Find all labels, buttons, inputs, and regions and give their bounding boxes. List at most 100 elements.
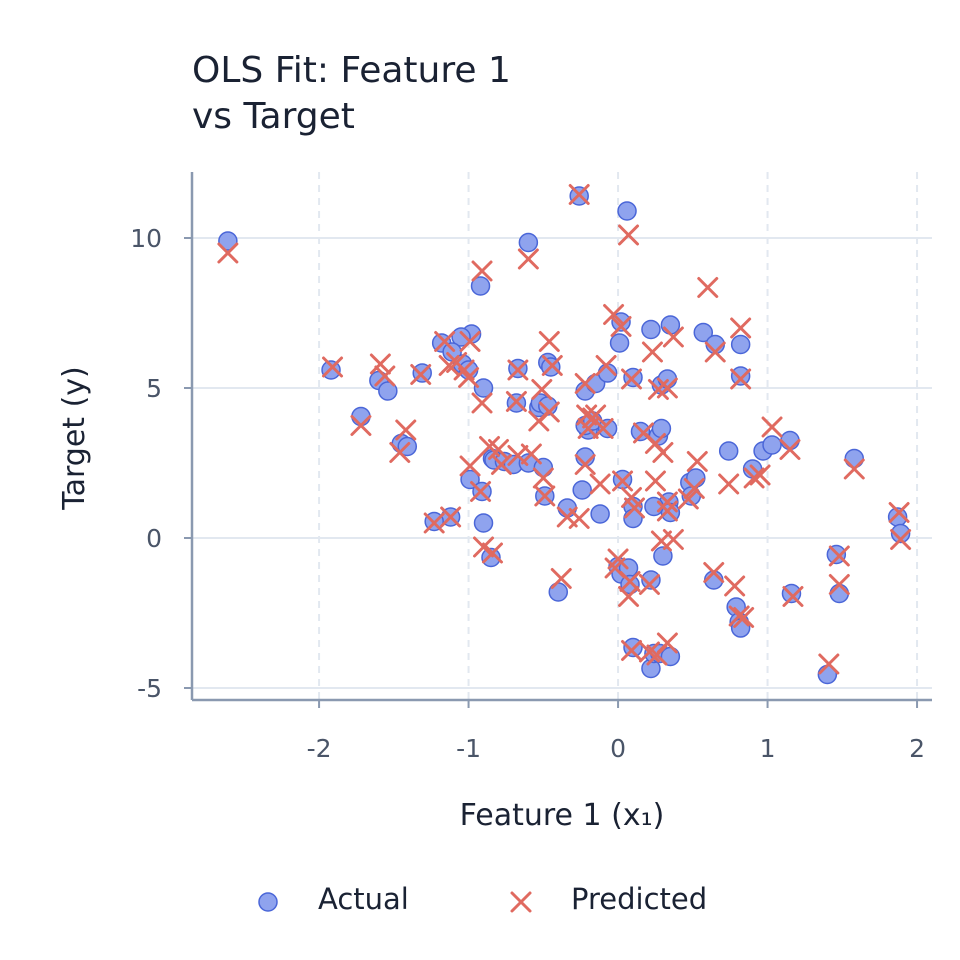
predicted-point-stroke bbox=[532, 467, 554, 489]
predicted-point-stroke bbox=[638, 641, 660, 663]
predicted-point-stroke bbox=[440, 506, 462, 528]
predicted-point-stroke bbox=[538, 401, 560, 423]
predicted-point-stroke bbox=[322, 356, 344, 378]
predicted-point-stroke bbox=[652, 442, 674, 463]
predicted-point bbox=[374, 365, 396, 387]
predicted-point-stroke bbox=[656, 491, 678, 513]
predicted-point-stroke bbox=[890, 529, 912, 550]
actual-point bbox=[609, 333, 630, 353]
predicted-point-stroke bbox=[656, 377, 678, 399]
actual-point bbox=[218, 231, 238, 251]
predicted-point-stroke bbox=[505, 391, 527, 412]
predicted-point bbox=[595, 355, 617, 376]
predicted-point-stroke bbox=[656, 632, 678, 654]
predicted-point-stroke bbox=[641, 341, 663, 363]
tick-labels: -5 0 5 10 -2 -1 0 1 2 bbox=[130, 224, 925, 763]
predicted-point-stroke bbox=[471, 392, 493, 414]
actual-point bbox=[518, 232, 539, 253]
predicted-point-stroke bbox=[618, 224, 640, 246]
predicted-point bbox=[471, 260, 493, 282]
y-tick-label: 0 bbox=[146, 524, 162, 553]
predicted-point bbox=[531, 379, 553, 400]
predicted-point-stroke bbox=[621, 368, 643, 390]
predicted-point bbox=[438, 355, 460, 376]
predicted-point-stroke bbox=[568, 184, 590, 205]
predicted-point bbox=[621, 640, 643, 661]
predicted-point bbox=[730, 317, 752, 339]
predicted-point-stroke bbox=[531, 379, 553, 400]
predicted-point bbox=[718, 473, 740, 495]
predicted-point bbox=[505, 391, 527, 412]
predicted-point-stroke bbox=[574, 373, 596, 394]
predicted-point bbox=[686, 451, 708, 472]
predicted-point bbox=[538, 331, 560, 352]
actual-point bbox=[829, 583, 850, 604]
predicted-point-stroke bbox=[730, 368, 752, 390]
predicted-point-stroke bbox=[828, 574, 850, 595]
predicted-point-stroke bbox=[724, 575, 746, 597]
legend-predicted-marker bbox=[510, 891, 532, 913]
predicted-point bbox=[662, 326, 684, 348]
predicted-point-stroke bbox=[610, 316, 632, 337]
predicted-point bbox=[410, 364, 432, 385]
legend: Actual Predicted bbox=[258, 882, 707, 916]
predicted-point-stroke bbox=[595, 355, 617, 376]
x-axis-label: Feature 1 (x₁) bbox=[460, 798, 665, 833]
predicted-point-stroke bbox=[728, 605, 750, 627]
predicted-point bbox=[470, 481, 492, 502]
actual-point bbox=[718, 441, 739, 461]
y-tick-label: -5 bbox=[137, 674, 162, 703]
predicted-point-stroke bbox=[662, 529, 684, 550]
predicted-point-stroke bbox=[507, 359, 529, 381]
actual-point bbox=[470, 276, 491, 296]
chart-title-line-2: vs Target bbox=[192, 96, 355, 137]
predicted-point-stroke bbox=[478, 436, 500, 457]
predicted-point bbox=[350, 415, 372, 436]
predicted-point bbox=[610, 316, 632, 337]
predicted-point-stroke bbox=[697, 277, 719, 298]
predicted-point bbox=[683, 478, 705, 499]
predicted-point-stroke bbox=[743, 467, 765, 489]
predicted-point-stroke bbox=[818, 653, 840, 675]
predicted-point-stroke bbox=[843, 458, 865, 480]
predicted-point-stroke bbox=[350, 415, 372, 436]
predicted-point-stroke bbox=[470, 481, 492, 502]
predicted-point bbox=[538, 401, 560, 423]
y-tick-label: 10 bbox=[130, 224, 162, 253]
predicted-point bbox=[733, 607, 755, 628]
x-tick-label: 0 bbox=[610, 734, 626, 763]
predicted-point-stroke bbox=[517, 248, 539, 270]
predicted-point-stroke bbox=[703, 562, 725, 583]
grid-lines bbox=[192, 172, 932, 700]
predicted-point-stroke bbox=[589, 473, 611, 495]
predicted-point bbox=[818, 653, 840, 675]
predicted-point bbox=[541, 355, 563, 376]
actual-point bbox=[693, 322, 714, 343]
predicted-point-stroke bbox=[761, 416, 783, 438]
predicted-point bbox=[585, 404, 607, 426]
chart-title-line-1: OLS Fit: Feature 1 bbox=[192, 50, 511, 91]
predicted-point-stroke bbox=[490, 454, 512, 475]
x-tick-label: 1 bbox=[760, 734, 776, 763]
predicted-point-stroke bbox=[619, 571, 641, 592]
predicted-point bbox=[656, 377, 678, 399]
axes bbox=[184, 172, 932, 708]
predicted-point bbox=[697, 277, 719, 298]
actual-point bbox=[762, 435, 782, 455]
predicted-point bbox=[434, 331, 456, 352]
predicted-point-stroke bbox=[574, 454, 596, 475]
predicted-point-stroke bbox=[369, 353, 391, 375]
predicted-point-stroke bbox=[779, 439, 801, 460]
actual-point bbox=[572, 480, 592, 500]
predicted-point bbox=[724, 575, 746, 597]
predicted-point bbox=[624, 497, 646, 519]
predicted-point-stroke bbox=[638, 574, 660, 595]
predicted-point bbox=[656, 491, 678, 513]
predicted-point-stroke bbox=[686, 451, 708, 472]
predicted-point-stroke bbox=[520, 443, 542, 465]
predicted-point-stroke bbox=[585, 404, 607, 426]
predicted-point bbox=[574, 373, 596, 394]
predicted-point bbox=[730, 368, 752, 390]
predicted-point-stroke bbox=[423, 512, 445, 534]
predicted-point bbox=[749, 464, 771, 486]
